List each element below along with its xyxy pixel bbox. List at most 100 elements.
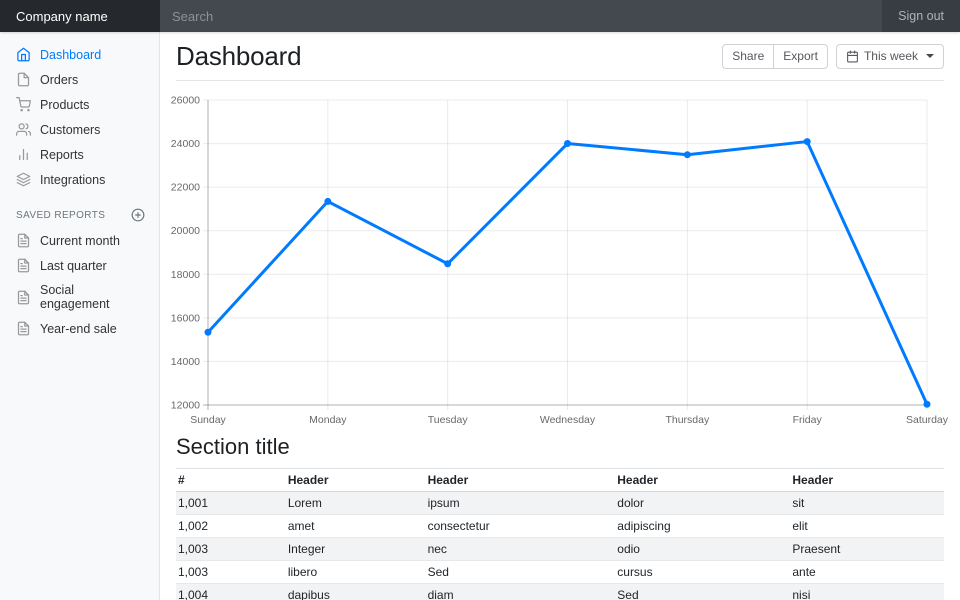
toolbar: Share Export This week bbox=[722, 43, 944, 70]
saved-report-item-social-engagement[interactable]: Social engagement bbox=[0, 278, 159, 316]
table-header-row: # Header Header Header Header bbox=[176, 468, 944, 492]
table-cell: adipiscing bbox=[615, 514, 791, 538]
saved-report-label: Year-end sale bbox=[40, 321, 117, 336]
table-row: 1,003 libero Sed cursus ante bbox=[176, 560, 944, 584]
saved-reports-label: Saved reports bbox=[16, 209, 106, 221]
top-navbar: Company name Sign out bbox=[0, 0, 960, 32]
sidebar-item-label: Customers bbox=[40, 122, 101, 137]
chart-data-point bbox=[204, 328, 212, 336]
shopping-cart-icon bbox=[16, 97, 31, 112]
sidebar-item-dashboard[interactable]: Dashboard bbox=[0, 42, 159, 67]
table-cell: amet bbox=[285, 514, 426, 538]
table-row: 1,003 Integer nec odio Praesent bbox=[176, 537, 944, 561]
table-cell: consectetur bbox=[425, 514, 616, 538]
y-tick-label: 18000 bbox=[171, 269, 200, 281]
users-icon bbox=[16, 123, 31, 136]
file-text-icon bbox=[17, 290, 30, 304]
table-cell: nisi bbox=[790, 583, 944, 600]
sidebar-item-products[interactable]: Products bbox=[0, 92, 159, 117]
y-tick-label: 20000 bbox=[171, 225, 200, 237]
x-tick-label: Friday bbox=[793, 414, 823, 426]
table-cell: dolor bbox=[617, 496, 644, 510]
page-title: Dashboard bbox=[176, 41, 302, 71]
weekly-sales-line-chart: 12000 14000 16000 18000 20000 22000 24000 26000… bbox=[171, 93, 949, 427]
x-tick-label: Thursday bbox=[665, 414, 710, 426]
y-tick-label: 24000 bbox=[171, 138, 200, 150]
table-cell: 1,003 bbox=[176, 537, 286, 561]
sidebar-item-orders[interactable]: Orders bbox=[0, 67, 159, 92]
sidebar-item-label: Products bbox=[40, 97, 90, 112]
table-cell: diam bbox=[425, 583, 616, 600]
layers-icon bbox=[16, 172, 31, 187]
table-cell: Lorem bbox=[287, 496, 322, 510]
table-cell: ipsum bbox=[427, 496, 460, 510]
table-cell: 1,002 bbox=[176, 514, 286, 538]
table-row: 1,001 Lorem ipsum dolor sit bbox=[176, 491, 944, 515]
plus-circle-icon bbox=[131, 208, 145, 222]
add-report-icon[interactable] bbox=[131, 208, 145, 222]
brand-link[interactable]: Company name bbox=[0, 0, 160, 32]
table-cell: 1,001 bbox=[178, 496, 209, 510]
x-tick-label: Monday bbox=[309, 414, 347, 426]
table-cell: libero bbox=[285, 560, 426, 584]
table-cell: Sed bbox=[425, 560, 616, 584]
table-cell: sit bbox=[792, 496, 805, 510]
sidebar-item-reports[interactable]: Reports bbox=[0, 142, 159, 167]
main-content: Dashboard Share Export This week 12000 140… bbox=[160, 32, 960, 600]
chart-data-point bbox=[444, 260, 452, 268]
x-tick-label: Sunday bbox=[190, 414, 226, 426]
y-tick-label: 22000 bbox=[171, 182, 200, 194]
y-tick-label: 26000 bbox=[171, 95, 200, 107]
table-cell: 1,004 bbox=[176, 583, 286, 600]
saved-reports-list: Current month Last quarter Social engageme… bbox=[0, 228, 159, 341]
table-cell: 1,003 bbox=[176, 560, 286, 584]
export-button[interactable]: Export bbox=[773, 43, 828, 70]
table-cell: nec bbox=[425, 537, 616, 561]
data-table: # Header Header Header Header 1,001 Lorem ipsu… bbox=[176, 468, 944, 600]
sign-out-link[interactable]: Sign out bbox=[898, 9, 944, 23]
saved-report-item-year-end-sale[interactable]: Year-end sale bbox=[0, 316, 159, 341]
sidebar-item-customers[interactable]: Customers bbox=[0, 117, 159, 142]
chart-data-point bbox=[923, 400, 931, 408]
search-input[interactable] bbox=[160, 0, 883, 32]
share-button[interactable]: Share bbox=[722, 43, 775, 70]
share-export-group: Share Export bbox=[722, 43, 828, 70]
saved-report-item-current-month[interactable]: Current month bbox=[0, 228, 159, 253]
x-tick-label: Saturday bbox=[906, 414, 949, 426]
file-icon bbox=[17, 72, 30, 87]
section-title: Section title bbox=[176, 434, 290, 459]
y-tick-label: 14000 bbox=[171, 356, 200, 368]
sidebar: Dashboard Orders Products Customers Reports I… bbox=[0, 32, 160, 600]
sidebar-item-integrations[interactable]: Integrations bbox=[0, 167, 159, 192]
sidebar-nav: Dashboard Orders Products Customers Reports I… bbox=[0, 42, 159, 192]
chart-data-point bbox=[324, 197, 332, 205]
bar-chart-icon bbox=[19, 148, 28, 161]
period-dropdown-button[interactable]: This week bbox=[835, 43, 944, 70]
saved-report-label: Social engagement bbox=[40, 283, 110, 311]
saved-report-item-last-quarter[interactable]: Last quarter bbox=[0, 253, 159, 278]
table-row: 1,002 amet consectetur adipiscing elit bbox=[176, 514, 944, 538]
table-header-cell: # bbox=[176, 468, 286, 492]
table-cell: Sed bbox=[615, 583, 791, 600]
table-row: 1,004 dapibus diam Sed nisi bbox=[176, 583, 944, 600]
table-cell: Integer bbox=[285, 537, 426, 561]
home-icon bbox=[17, 47, 30, 62]
calendar-icon bbox=[847, 50, 858, 63]
chart-data-point bbox=[564, 140, 571, 148]
table-cell: odio bbox=[615, 537, 791, 561]
caret-down-icon bbox=[926, 54, 934, 59]
saved-reports-heading: Saved reports bbox=[0, 192, 159, 228]
chart-data-point bbox=[683, 151, 691, 159]
sidebar-item-label: Dashboard bbox=[40, 47, 102, 62]
table-header-cell: Header bbox=[425, 468, 616, 492]
saved-report-label: Last quarter bbox=[40, 258, 107, 273]
page-header: Dashboard Share Export This week bbox=[176, 32, 944, 81]
calendar-icon bbox=[846, 50, 859, 63]
file-text-icon bbox=[17, 258, 30, 273]
line-chart-canvas: 12000 14000 16000 18000 20000 22000 24000 26000… bbox=[171, 95, 949, 427]
file-text-icon bbox=[17, 321, 30, 336]
table-header-cell: Header bbox=[790, 468, 944, 492]
sidebar-item-label: Reports bbox=[40, 147, 84, 162]
file-text-icon bbox=[17, 233, 30, 248]
period-label: This week bbox=[863, 48, 918, 63]
